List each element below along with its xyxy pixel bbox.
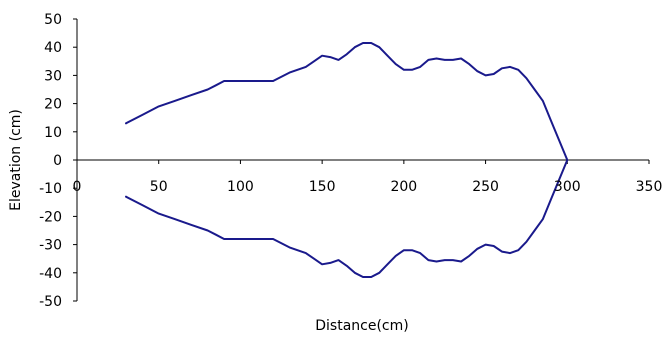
x-axis-title: Distance(cm) <box>315 318 408 334</box>
y-tick-label: 0 <box>53 153 62 169</box>
x-tick-label: 0 <box>73 179 82 195</box>
y-tick-label: 40 <box>44 40 62 56</box>
x-tick-label: 300 <box>554 179 581 195</box>
y-tick-label: -50 <box>39 294 62 310</box>
y-tick-label: 10 <box>44 125 62 141</box>
y-axis-title: Elevation (cm) <box>8 109 24 211</box>
y-tick-label: 30 <box>44 68 62 84</box>
series-line-lower <box>125 159 569 278</box>
y-tick-label: -10 <box>39 181 62 197</box>
x-tick-label: 200 <box>390 179 417 195</box>
x-tick-label: 150 <box>309 179 336 195</box>
series-line-upper <box>125 42 569 161</box>
y-tick-label: 50 <box>44 12 62 28</box>
x-tick-label: 350 <box>636 179 663 195</box>
y-tick-label: -40 <box>39 266 62 282</box>
x-tick-label: 50 <box>150 179 168 195</box>
y-tick-label: -30 <box>39 238 62 254</box>
x-tick-label: 100 <box>227 179 254 195</box>
axes <box>73 18 650 302</box>
y-tick-label: 20 <box>44 97 62 113</box>
x-tick-label: 250 <box>472 179 499 195</box>
series-layer <box>125 42 569 278</box>
y-tick-label: -20 <box>39 209 62 225</box>
